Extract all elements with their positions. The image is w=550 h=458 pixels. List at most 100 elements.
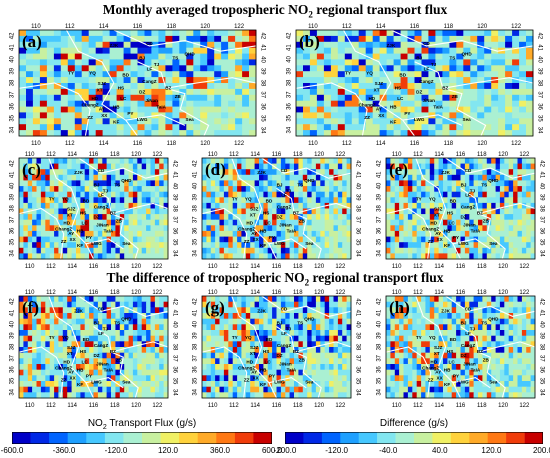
lat-tick-label: 41 [287, 44, 293, 51]
city-label: AY [68, 231, 74, 236]
lon-tick-label: 114 [250, 264, 260, 270]
city-label: QHD [184, 51, 195, 56]
lat-tick-label: 42 [193, 160, 199, 167]
city-label: XX [378, 113, 385, 118]
city-label: HB [77, 368, 84, 373]
map-panel-d: 110 110 112 112 114 114 116 116 118 118 120 120 122 1… [188, 148, 365, 271]
map-panel-e: 110 110 112 112 114 114 116 116 118 118 120 120 122 1… [372, 148, 549, 271]
city-label: HD [63, 221, 70, 226]
lon-tick-label: 116 [89, 403, 99, 409]
city-label: XT [250, 213, 256, 218]
lat-tick-label: 41 [354, 171, 360, 178]
city-label: PY [269, 374, 275, 379]
lon-tick-label: 112 [46, 403, 56, 409]
lat-tick-label: 40 [354, 183, 360, 190]
lat-tick-label: 42 [171, 298, 177, 305]
city-label: DZ [139, 90, 145, 95]
lon-tick-label: 120 [131, 403, 142, 409]
city-label: TJ [286, 188, 292, 193]
lon-tick-label: 110 [25, 403, 35, 409]
lat-tick-label: 36 [171, 228, 177, 235]
city-label: HB [77, 229, 84, 234]
city-label: BD [450, 198, 457, 203]
lat-tick-label: 37 [538, 216, 544, 223]
city-label: CangZ [277, 343, 291, 348]
lon-tick-label: 120 [498, 290, 509, 296]
colorbar-swatch [179, 432, 198, 444]
lon-tick-label: 120 [314, 264, 325, 270]
city-label: BJ [461, 182, 467, 187]
city-label: TJ [103, 188, 109, 193]
lon-tick-label: 110 [392, 264, 402, 270]
city-label: LWG [274, 380, 285, 385]
city-label: ZB [116, 357, 123, 362]
lon-tick-label: 118 [293, 152, 303, 158]
city-label: TJ [154, 62, 160, 67]
city-label: TJ [470, 188, 476, 193]
city-label: TS [481, 321, 487, 326]
city-label: BJ [94, 321, 100, 326]
city-label: HS [447, 211, 453, 216]
city-label: XX [437, 376, 444, 381]
lat-tick-label: 37 [10, 216, 16, 223]
lon-tick-label: 122 [511, 141, 522, 147]
city-label: CD [281, 306, 288, 311]
lat-tick-label: 36 [193, 227, 199, 234]
lat-tick-label: 35 [354, 378, 360, 385]
lon-tick-label: 112 [46, 264, 56, 270]
lat-tick-label: 35 [536, 115, 542, 122]
city-label: QHD [304, 178, 315, 183]
city-label: SJZ [98, 81, 107, 86]
city-label: KF [113, 119, 119, 124]
city-label: LF [465, 331, 471, 336]
lat-tick-label: 37 [354, 216, 360, 223]
city-label: CangZ [142, 79, 156, 84]
city-label: DZ [276, 215, 282, 220]
city-label: DZ [276, 353, 282, 358]
city-label: TaiA [433, 104, 443, 109]
city-label: TY [232, 196, 238, 201]
city-label: KF [77, 243, 83, 248]
city-label: TaiA [287, 368, 297, 373]
lon-tick-label: 110 [25, 264, 35, 270]
lon-tick-label: 114 [67, 290, 77, 296]
lon-tick-label: 122 [152, 290, 163, 296]
lat-tick-label: 34 [538, 250, 544, 257]
city-label: PY [86, 374, 92, 379]
lon-tick-label: 122 [519, 152, 530, 158]
lon-tick-label: 112 [46, 152, 56, 158]
colorbar-tick-label: 120.0 [157, 446, 179, 455]
city-label: CangZ [277, 205, 291, 210]
map-frame [18, 157, 169, 260]
field-cells [386, 296, 536, 399]
lat-tick-label: 40 [193, 182, 199, 189]
city-label: BJ [461, 321, 467, 326]
province-borders [18, 295, 169, 399]
lat-tick-label: 38 [538, 205, 544, 212]
lat-tick-label: 42 [287, 32, 293, 39]
lon-tick-label: 110 [208, 403, 218, 409]
city-label: HS [118, 85, 124, 90]
city-label: CangZ [461, 205, 475, 210]
lon-tick-label: 120 [200, 24, 211, 30]
lat-tick-label: 40 [377, 182, 383, 189]
lon-tick-label: 120 [131, 290, 142, 296]
lat-tick-label: 42 [354, 160, 360, 167]
city-label: LF [281, 331, 287, 336]
lon-tick-label: 116 [410, 141, 420, 147]
map-svg: 110 110 112 112 114 114 116 116 118 118 120 120 122 1… [10, 290, 178, 409]
colorbar-tick-label: 600.0 [261, 446, 283, 455]
lat-tick-label: 37 [287, 91, 293, 98]
city-label: QHD [488, 317, 499, 322]
city-label: XT [97, 88, 103, 93]
colorbar-swatch [142, 432, 161, 444]
map-frame [18, 29, 257, 137]
colorbar-swatch [160, 432, 180, 444]
lat-tick-label: 37 [171, 216, 177, 223]
field-cells [202, 296, 352, 399]
city-label: KF [390, 119, 396, 124]
city-label: DZ [460, 353, 466, 358]
city-label: LWG [91, 241, 102, 246]
lon-tick-label: 114 [376, 141, 386, 147]
lat-tick-label: 40 [259, 56, 265, 63]
